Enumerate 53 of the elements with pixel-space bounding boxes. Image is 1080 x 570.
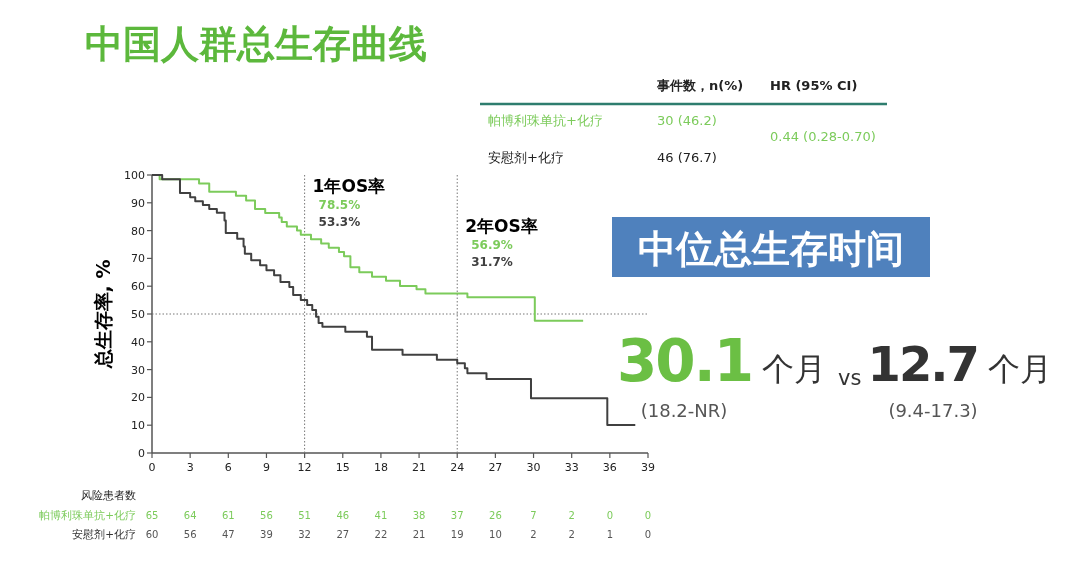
x-tick-label: 18 <box>373 461 388 474</box>
x-tick-label: 9 <box>262 461 270 474</box>
x-tick-label: 24 <box>450 461 465 474</box>
text: 46 (76.7) <box>657 150 717 165</box>
y-tick-label: 80 <box>131 224 145 238</box>
x-tick-label: 21 <box>412 461 427 474</box>
x-tick-label: 3 <box>186 461 194 474</box>
x-tick-label: 15 <box>335 461 350 474</box>
text: 安慰剂+化疗 <box>72 528 136 540</box>
y-tick-label: 10 <box>131 419 145 433</box>
text: 0.44 (0.28-0.70) <box>770 129 876 144</box>
text: vs <box>838 366 862 390</box>
y-tick-label: 60 <box>131 280 145 294</box>
y-tick-label: 30 <box>131 363 145 377</box>
x-tick-label: 0 <box>148 461 156 474</box>
y-tick-label: 50 <box>131 308 145 321</box>
text: 风险患者数 <box>81 489 136 501</box>
text: 60 56 47 39 32 27 22 21 19 10 2 2 1 0 <box>145 529 652 540</box>
text: 个月 <box>762 350 827 388</box>
annotation: 30.1 <box>617 327 753 395</box>
x-tick-label: 27 <box>488 461 503 474</box>
x-tick-label: 36 <box>602 461 617 474</box>
x-tick-label: 39 <box>641 461 655 474</box>
text: 帕博利珠单抗+化疗 <box>488 113 603 128</box>
text: 安慰剂+化疗 <box>488 150 564 165</box>
annotation: 中位总生存时间 <box>638 227 904 271</box>
y-tick-label: 0 <box>138 447 145 460</box>
y-tick-label: 100 <box>124 169 145 182</box>
annotation: 78.5% <box>318 198 361 212</box>
annotation: 53.3% <box>318 215 361 229</box>
annotation: 31.7% <box>471 255 513 269</box>
x-tick-label: 12 <box>297 461 312 474</box>
y-tick-label: 40 <box>131 335 145 349</box>
y-axis-title: 总生存率, % <box>92 259 114 370</box>
text: 事件数，n(%) <box>656 78 744 93</box>
ref-line-label: 2年OS率 <box>465 216 538 236</box>
annotation: (18.2-NR) <box>640 400 728 421</box>
y-tick-label: 20 <box>131 391 145 405</box>
text: 个月 <box>987 350 1052 388</box>
text: 12.7 <box>867 336 978 392</box>
x-tick-label: 6 <box>224 461 232 474</box>
text: 帕博利珠单抗+化疗 <box>39 509 136 521</box>
text: (9.4-17.3) <box>888 400 978 421</box>
chart-title: 中国人群总生存曲线 <box>85 22 427 66</box>
ref-line-label: 1年OS率 <box>312 176 386 196</box>
text: 30 (46.2) <box>657 113 717 128</box>
x-tick-label: 30 <box>526 461 541 474</box>
y-tick-label: 70 <box>131 252 145 266</box>
y-tick-label: 90 <box>131 196 145 210</box>
text: HR (95% CI) <box>770 78 858 93</box>
annotation: 56.9% <box>471 238 513 252</box>
text: 65 64 61 56 51 46 41 38 37 26 7 2 0 0 <box>145 510 652 521</box>
x-tick-label: 33 <box>564 461 579 474</box>
